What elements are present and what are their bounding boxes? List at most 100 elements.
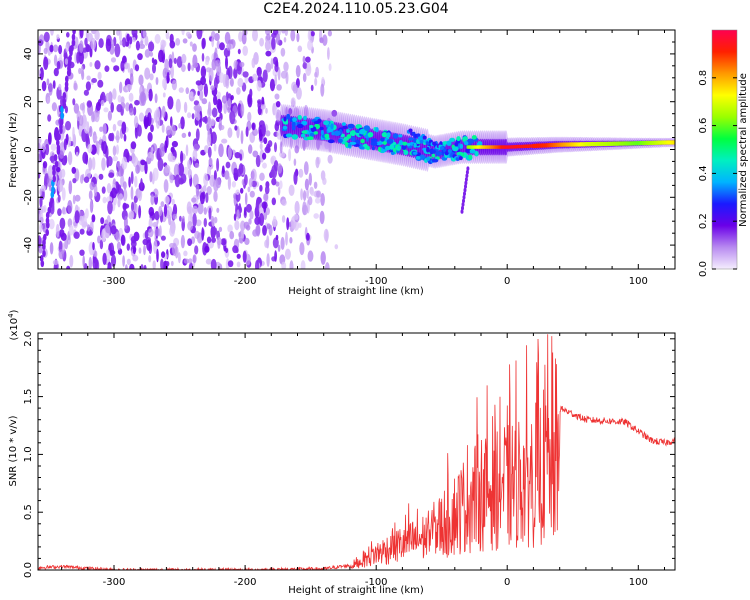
spectrogram-noise-blob — [120, 62, 125, 69]
spectrogram-noise-blob — [50, 30, 54, 36]
spectrogram-noise-blob — [83, 176, 90, 183]
spectrogram-noise-blob — [132, 254, 139, 262]
spectrogram-noise-blob — [258, 213, 265, 226]
spectrogram-noise-blob — [116, 104, 123, 113]
spectrogram-noise-blob — [80, 174, 84, 184]
spectrogram-streak-blob — [60, 106, 64, 113]
spectrogram-noise-blob — [275, 101, 281, 108]
spectrogram-noise-blob — [150, 124, 154, 133]
spectrogram-noise-blob — [169, 242, 175, 249]
spectrogram-noise-blob — [237, 103, 242, 117]
spectrogram-noise-blob — [123, 133, 127, 142]
spectrogram-noise-blob — [203, 207, 207, 215]
spectrogram-noise-blob — [188, 168, 192, 179]
spectrogram-noise-blob — [146, 239, 152, 251]
spectrogram-noise-blob — [225, 161, 231, 169]
spectrogram-noise-blob — [239, 153, 243, 161]
spectrogram-noise-blob — [156, 248, 159, 263]
spectrogram-ridge-blob — [301, 130, 308, 134]
spectrogram-noise-blob — [86, 100, 93, 108]
spectrogram-noise-blob — [211, 31, 216, 38]
spectrogram-noise-blob — [68, 224, 74, 236]
spectrogram-noise-blob — [199, 192, 205, 205]
spectrogram-noise-blob — [327, 47, 330, 60]
spectrogram-branch-blob — [408, 128, 413, 133]
snr-x-axis-label: Height of straight line (km) — [288, 585, 424, 596]
spectrogram-noise-blob — [226, 42, 232, 51]
spectrogram-noise-blob — [252, 128, 258, 136]
spectrogram-noise-blob — [178, 252, 181, 264]
figure-title: C2E4.2024.110.05.23.G04 — [263, 1, 449, 17]
spectrogram-noise-blob — [148, 41, 155, 52]
spectrogram-noise-blob — [130, 186, 134, 201]
spectrogram-noise-blob — [271, 197, 276, 206]
spectrogram-noise-blob — [191, 113, 195, 120]
spectrogram-noise-blob — [132, 246, 136, 255]
spectrogram-noise-blob — [315, 197, 321, 204]
spectrogram-noise-blob — [288, 108, 293, 115]
spectrogram-noise-blob — [215, 177, 222, 189]
spectrogram-noise-blob — [175, 98, 181, 113]
spectrogram-noise-blob — [38, 69, 41, 75]
spectrogram-ridge-blob — [282, 125, 288, 130]
spectrogram-noise-blob — [122, 255, 125, 267]
x-tick-label: -200 — [234, 276, 257, 287]
spectrogram-noise-blob — [79, 40, 84, 54]
spectrogram-noise-blob — [225, 247, 229, 254]
spectrogram-noise-blob — [227, 224, 233, 233]
spectrogram-noise-blob — [148, 228, 154, 238]
spectrogram-noise-blob — [150, 194, 155, 206]
spectrogram-noise-blob — [180, 173, 187, 184]
spectrogram-ridge-blob — [380, 137, 385, 142]
spectrogram-noise-blob — [131, 201, 134, 212]
spectrogram-noise-blob — [262, 152, 267, 160]
spectrogram-noise-blob — [86, 75, 91, 81]
spectrogram-noise-blob — [165, 125, 172, 136]
spectrogram-streak-blob — [57, 133, 61, 141]
spectrogram-noise-blob — [92, 134, 98, 141]
spectrogram-ridge-blob — [386, 132, 391, 138]
spectrogram-noise-blob — [68, 136, 72, 144]
spectrogram-noise-blob — [84, 37, 88, 47]
spectrogram-noise-blob — [140, 159, 146, 166]
spectrogram-noise-blob — [112, 123, 117, 132]
spectrogram-noise-blob — [187, 238, 193, 247]
spectrogram-noise-blob — [255, 260, 260, 269]
spectrogram-noise-blob — [227, 106, 231, 113]
spectrogram-ridge-blob — [367, 132, 374, 138]
spectrogram-noise-blob — [334, 244, 339, 250]
spectrogram-noise-blob — [201, 227, 205, 241]
spectrogram-noise-blob — [252, 229, 259, 237]
spectrogram-noise-blob — [210, 85, 215, 91]
spectrogram-noise-blob — [183, 258, 190, 264]
spectrogram-noise-blob — [262, 162, 267, 169]
spectrogram-noise-blob — [104, 65, 110, 72]
spectrogram-noise-blob — [154, 93, 158, 104]
spectrogram-noise-blob — [189, 41, 193, 47]
spectrogram-noise-blob — [38, 172, 41, 179]
spectrogram-noise-blob — [206, 236, 212, 244]
spectrogram-noise-blob — [291, 98, 295, 105]
spectrogram-noise-blob — [151, 57, 155, 64]
spectrogram-noise-blob — [40, 185, 47, 192]
spectrogram-noise-blob — [192, 254, 197, 264]
spectrogram-noise-blob — [249, 190, 255, 198]
spectrogram-noise-blob — [48, 132, 51, 145]
spectrogram-ridge-blob — [384, 145, 391, 151]
spectrogram-noise-blob — [49, 44, 54, 53]
spectrogram-noise-blob — [221, 165, 225, 174]
spectrogram-streak-blob — [47, 206, 52, 214]
spectrogram-ridge-blob — [397, 145, 402, 150]
spectrogram-noise-blob — [94, 112, 100, 123]
spectrogram-noise-blob — [227, 176, 231, 190]
spectrogram-ridge-blob — [347, 143, 352, 148]
spectrogram-noise-blob — [294, 200, 300, 215]
spectrogram-noise-blob — [229, 231, 235, 240]
spectrogram-ridge-blob — [377, 146, 382, 152]
spectrogram-noise-blob — [171, 51, 175, 63]
spectrogram-noise-blob — [95, 101, 101, 111]
spectrogram-noise-blob — [120, 96, 125, 105]
spectrogram-noise-blob — [110, 57, 117, 63]
spectrogram-noise-blob — [316, 190, 322, 198]
spectrogram-noise-blob — [207, 107, 212, 117]
